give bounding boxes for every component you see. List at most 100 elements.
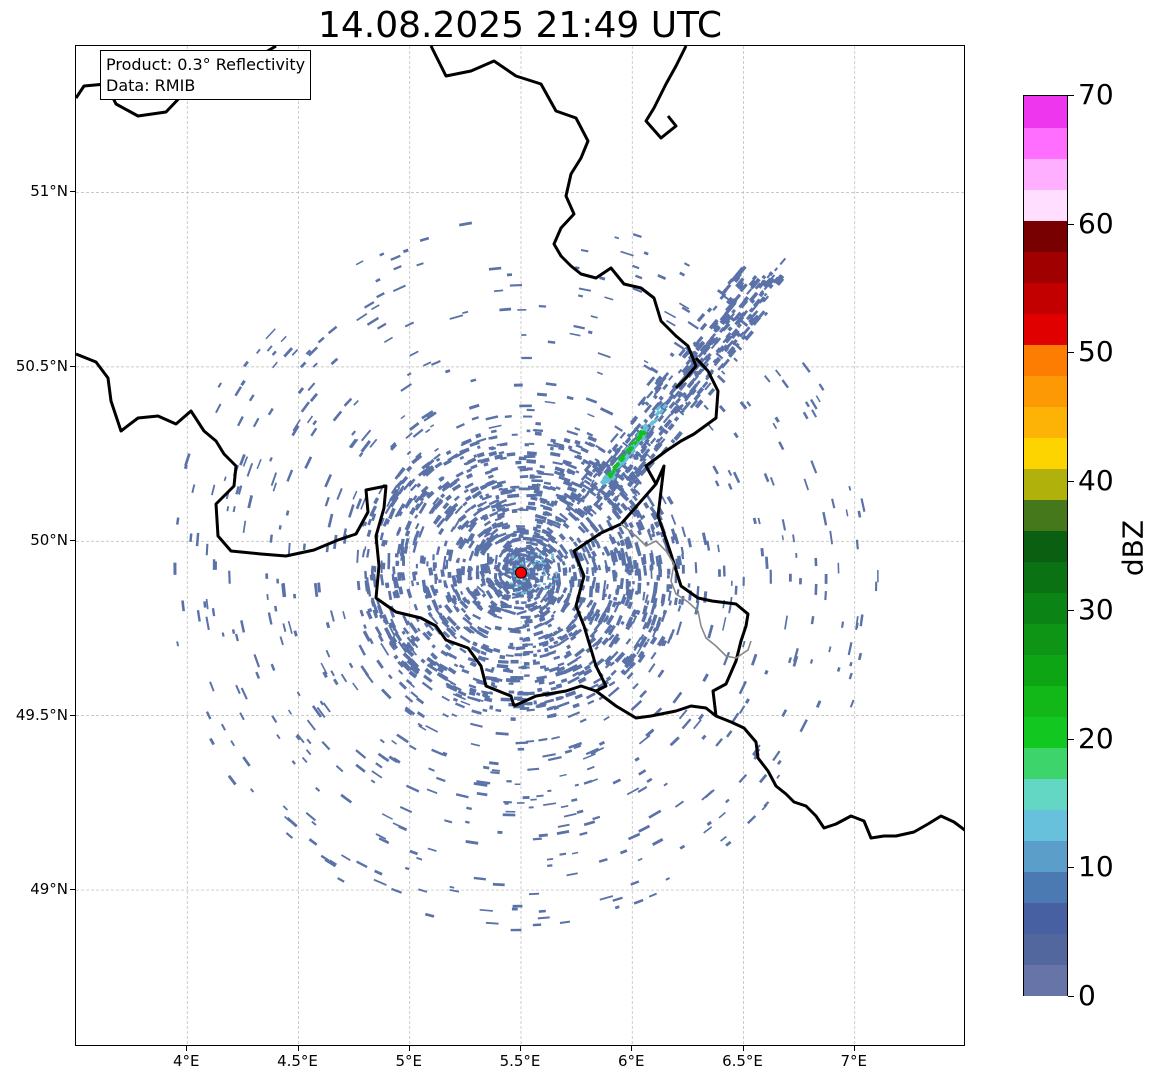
echo-cell	[283, 347, 294, 358]
echo-cell	[533, 838, 540, 841]
echo-cell	[619, 849, 628, 855]
echo-cell	[370, 779, 376, 784]
echo-cell	[754, 282, 762, 290]
echo-cell	[466, 806, 472, 811]
echo-cell	[479, 544, 487, 555]
echo-cell	[601, 551, 605, 556]
echo-cell	[513, 574, 517, 577]
echo-cell	[278, 525, 282, 530]
colorbar-tick-label: 40	[1078, 464, 1114, 498]
echo-cell	[548, 645, 553, 649]
echo-cell	[552, 461, 563, 466]
echo-cell	[444, 643, 452, 651]
echo-cell	[681, 364, 691, 374]
echo-cell	[632, 508, 640, 519]
echo-cell	[565, 506, 572, 512]
echo-cell	[416, 856, 423, 861]
echo-cell	[423, 674, 433, 683]
echo-cell	[234, 633, 239, 642]
echo-cell	[613, 547, 619, 553]
echo-cell	[696, 386, 705, 396]
echo-cell	[722, 335, 730, 344]
echo-cell	[575, 444, 583, 449]
echo-cell	[725, 840, 732, 847]
echo-cell	[644, 594, 649, 604]
echo-cell	[581, 597, 587, 603]
echo-cell	[467, 521, 478, 533]
echo-cell	[657, 669, 665, 678]
echo-cell	[470, 503, 477, 510]
data-source-label: Data: RMIB	[106, 76, 196, 95]
echo-cell	[638, 637, 646, 649]
echo-cell	[426, 561, 429, 567]
echo-cell	[650, 614, 658, 626]
echo-cell	[675, 558, 680, 570]
echo-cell	[556, 562, 562, 573]
echo-cell	[308, 838, 318, 846]
echo-cell	[352, 490, 358, 500]
echo-cell	[570, 564, 576, 570]
echo-cell	[619, 431, 626, 439]
echo-cell	[485, 493, 490, 498]
echo-cell	[611, 443, 619, 451]
echo-cell	[640, 452, 648, 462]
echo-cell	[601, 461, 610, 469]
echo-cell	[651, 838, 664, 846]
echo-cell	[651, 533, 656, 538]
echo-cell	[613, 463, 619, 469]
echo-cell	[435, 457, 441, 462]
echo-cell	[380, 642, 390, 656]
echo-cell	[412, 535, 417, 546]
echo-cell	[589, 628, 598, 638]
echo-cell	[463, 488, 469, 494]
echo-cell	[504, 414, 512, 419]
echo-cell	[418, 526, 425, 538]
echo-cell	[492, 586, 500, 595]
echo-cell	[632, 615, 638, 624]
echo-cell	[643, 251, 649, 256]
echo-cell	[655, 405, 662, 412]
echo-cell	[590, 540, 596, 548]
echo-cell	[654, 415, 659, 420]
echo-cell	[271, 350, 277, 356]
echo-cell	[550, 438, 556, 443]
echo-cell	[802, 411, 809, 420]
echo-cell	[607, 449, 613, 455]
echo-cell	[584, 475, 593, 482]
echo-cell	[496, 663, 509, 669]
echo-cell	[637, 568, 641, 576]
echo-cell	[758, 290, 765, 298]
echo-cell	[293, 630, 298, 637]
echo-cell	[642, 430, 648, 436]
echo-cell	[343, 397, 353, 407]
echo-cell	[490, 466, 499, 472]
echo-cell	[574, 455, 583, 461]
echo-cell	[607, 628, 612, 634]
echo-cell	[763, 375, 771, 383]
echo-cell	[497, 522, 509, 528]
echo-cell	[768, 283, 774, 289]
echo-cell	[742, 640, 746, 648]
echo-cell	[678, 599, 682, 605]
echo-cell	[725, 730, 733, 738]
echo-cell	[720, 358, 730, 369]
echo-cell	[426, 788, 438, 794]
echo-cell	[242, 456, 249, 467]
echo-cell	[522, 796, 530, 800]
echo-cell	[470, 486, 479, 493]
echo-cell	[724, 335, 733, 344]
colorbar-tick-mark	[1068, 609, 1074, 611]
echo-cell	[577, 525, 586, 534]
echo-cell	[594, 585, 601, 592]
echo-cell	[418, 502, 427, 515]
echo-cell	[632, 465, 638, 471]
echo-cell	[583, 664, 591, 671]
echo-cell	[696, 313, 706, 323]
echo-cell	[547, 443, 559, 448]
echo-cell	[209, 681, 215, 692]
echo-cell	[763, 292, 768, 297]
echo-cell	[595, 467, 599, 472]
echo-cell	[654, 385, 662, 394]
echo-cell	[670, 438, 676, 444]
echo-cell	[523, 662, 530, 666]
